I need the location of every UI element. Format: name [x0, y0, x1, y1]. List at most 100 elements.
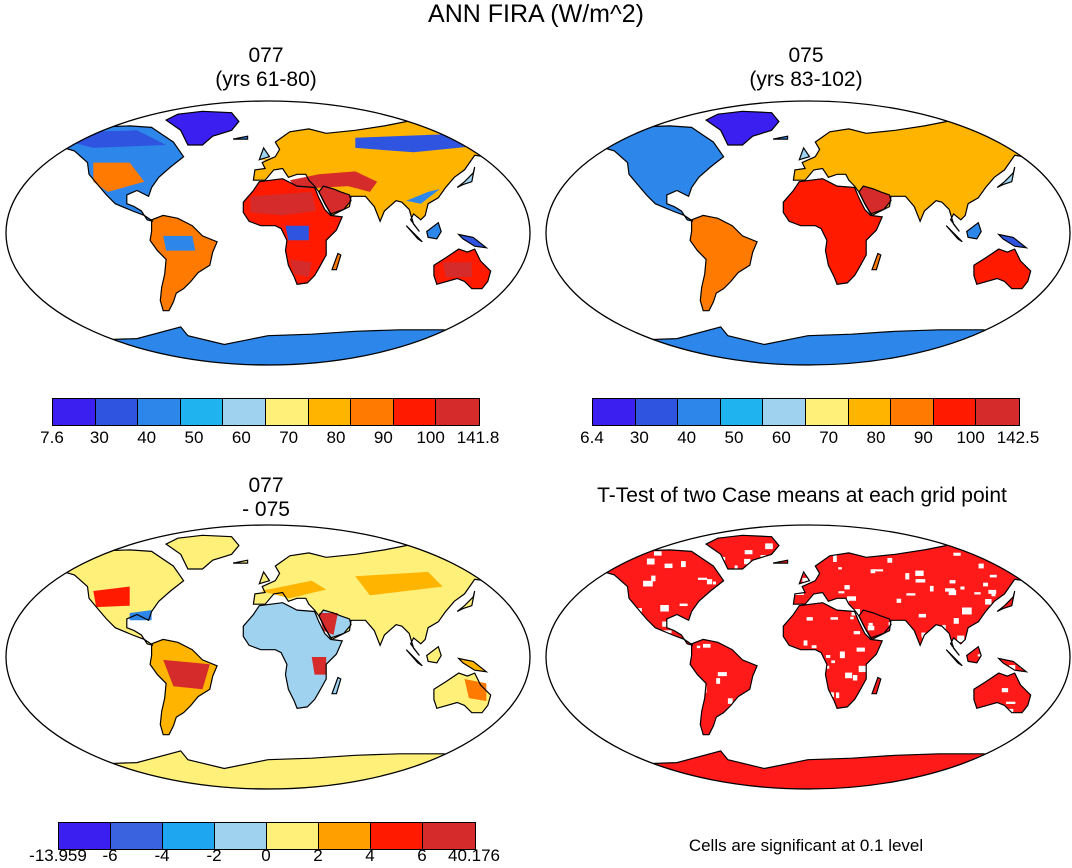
colorbar-box — [319, 823, 371, 849]
land-australia — [973, 249, 1031, 289]
colorbar-panel-1 — [52, 398, 480, 426]
nonsignificant-cell — [582, 673, 590, 680]
nonsignificant-cell — [896, 598, 902, 603]
colorbar-tick-label: 142.5 — [996, 428, 1040, 447]
land-namerica — [566, 125, 724, 222]
colorbar-tick-label: 50 — [724, 428, 744, 447]
nonsignificant-cell — [792, 685, 800, 689]
land-iceland — [773, 560, 788, 564]
nonsignificant-cell — [565, 566, 575, 572]
nonsignificant-cell — [567, 584, 576, 587]
map-border — [5, 100, 531, 366]
coastline-africa — [242, 602, 344, 709]
nonsignificant-cell — [839, 651, 845, 659]
coastline-iceland — [232, 135, 249, 140]
colorbar-box — [163, 823, 215, 849]
panel-3-title-line2: - 075 — [242, 498, 290, 521]
nonsignificant-cell — [932, 648, 937, 654]
nonsignificant-cell — [744, 550, 753, 555]
nonsignificant-cell — [628, 716, 636, 722]
map-border — [5, 524, 531, 790]
coastline-eurasia — [252, 543, 529, 656]
colorbar-tick-label: 100 — [956, 428, 985, 447]
coastline-eurasia — [252, 119, 529, 232]
colorbar-tick-label: 2 — [313, 846, 323, 865]
nonsignificant-cell — [838, 567, 842, 570]
nonsignificant-cell — [664, 563, 673, 569]
nonsignificant-cell — [822, 551, 829, 557]
nonsignificant-cell — [734, 565, 738, 571]
nonsignificant-cell — [700, 682, 706, 685]
panel-3-title-line1: 077 — [248, 474, 284, 497]
nonsignificant-cell — [838, 591, 845, 594]
colorbar-box — [351, 399, 394, 425]
nonsignificant-cell — [744, 558, 751, 565]
nonsignificant-cell — [813, 660, 817, 668]
region-africa — [311, 657, 327, 675]
coastline-samerica — [689, 214, 758, 312]
nonsignificant-cell — [770, 712, 779, 716]
coastline-newzealand — [1050, 712, 1068, 726]
colorbar-panel-3 — [58, 822, 476, 850]
colorbar-ticks-panel-1: 7.6 30 40 50 60 70 80 90 100 141.8 — [40, 428, 499, 450]
nonsignificant-cell — [717, 672, 727, 677]
coastline-newguinea — [456, 657, 489, 673]
region-eurasia — [318, 613, 338, 635]
nonsignificant-cell — [697, 577, 708, 580]
nonsignificant-cell — [960, 586, 965, 590]
nonsignificant-cell — [712, 625, 718, 629]
nonsignificant-cell — [991, 591, 996, 597]
colorbar-tick-label: -6 — [102, 846, 118, 865]
nonsignificant-cell — [937, 673, 943, 679]
nonsignificant-cell — [858, 665, 868, 673]
nonsignificant-cell — [924, 542, 930, 547]
coastline-newzealand — [510, 712, 528, 726]
coastline-namerica — [25, 125, 185, 222]
coastline-newzealand — [510, 288, 528, 302]
nonsignificant-cell — [803, 640, 808, 646]
coastline-borneo — [966, 645, 982, 664]
nonsignificant-cell — [978, 544, 988, 548]
nonsignificant-cell — [654, 729, 664, 737]
coastline-japan — [996, 590, 1016, 613]
nonsignificant-cell — [783, 593, 792, 600]
colorbar-box — [180, 399, 224, 425]
nonsignificant-cell — [947, 675, 956, 680]
coastline-borneo — [966, 221, 982, 240]
nonsignificant-cell — [953, 552, 961, 556]
nonsignificant-cell — [932, 663, 936, 669]
colorbar-box — [891, 399, 934, 425]
nonsignificant-cell — [1009, 665, 1016, 670]
colorbar-tick-label: -13.959 — [29, 846, 87, 865]
coastline-antarctica — [6, 326, 530, 365]
land-antarctica — [546, 326, 1070, 365]
colorbar-box — [371, 823, 423, 849]
nonsignificant-cell — [915, 570, 924, 576]
colorbar-box — [59, 823, 111, 849]
nonsignificant-cell — [679, 603, 688, 607]
nonsignificant-cell — [943, 670, 952, 677]
land-madagascar — [332, 677, 341, 694]
nonsignificant-cell — [660, 605, 669, 612]
nonsignificant-cell — [643, 669, 651, 677]
nonsignificant-cell — [681, 561, 686, 568]
nonsignificant-cell — [593, 552, 601, 559]
nonsignificant-cell — [887, 558, 893, 563]
nonsignificant-cell — [983, 582, 988, 587]
nonsignificant-cell — [610, 581, 620, 585]
coastline-iceland — [232, 559, 249, 564]
nonsignificant-cell — [706, 579, 713, 585]
nonsignificant-cell — [910, 694, 915, 699]
nonsignificant-cell — [740, 707, 751, 713]
colorbar-tick-label: 90 — [373, 428, 393, 447]
nonsignificant-cell — [831, 660, 836, 664]
coastline-antarctica — [546, 326, 1070, 365]
panel-3-title: 077 - 075 — [116, 474, 416, 522]
nonsignificant-cell — [888, 621, 898, 626]
colorbar-tick-label: 70 — [819, 428, 839, 447]
land-eurasia — [793, 120, 1068, 232]
panel-2-title-line2: (yrs 83-102) — [749, 68, 863, 91]
nonsignificant-cell — [824, 692, 835, 698]
colorbar-box — [111, 823, 163, 849]
nonsignificant-cell — [696, 645, 701, 649]
